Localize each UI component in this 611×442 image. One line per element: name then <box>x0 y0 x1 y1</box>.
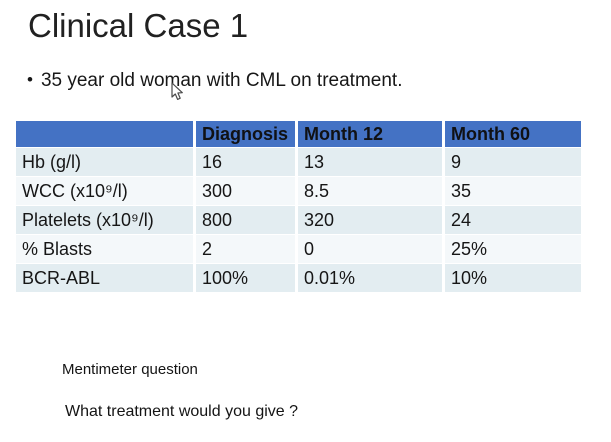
table-header: Month 12 <box>298 121 442 147</box>
clinical-values-table: Diagnosis Month 12 Month 60 Hb (g/l) 16 13 9 WC… <box>16 121 581 292</box>
bullet-marker: • <box>27 70 33 89</box>
table-row-label: Platelets (x10⁹/l) <box>16 206 193 234</box>
table-cell: 8.5 <box>298 177 442 205</box>
table-cell: 10% <box>445 264 581 292</box>
table-cell: 9 <box>445 148 581 176</box>
table-header-empty <box>16 121 193 147</box>
table-cell: 0.01% <box>298 264 442 292</box>
table-row-label: WCC (x10⁹/l) <box>16 177 193 205</box>
table-cell: 320 <box>298 206 442 234</box>
table-cell: 16 <box>196 148 295 176</box>
bullet-line: • 35 year old woman with CML on treatment… <box>27 68 402 93</box>
table-row-label: % Blasts <box>16 235 193 263</box>
table-header: Month 60 <box>445 121 581 147</box>
table-cell: 300 <box>196 177 295 205</box>
table-cell: 800 <box>196 206 295 234</box>
mentimeter-note: Mentimeter question <box>62 361 198 378</box>
table-header: Diagnosis <box>196 121 295 147</box>
table-cell: 13 <box>298 148 442 176</box>
table-cell: 35 <box>445 177 581 205</box>
table-cell: 100% <box>196 264 295 292</box>
treatment-question: What treatment would you give ? <box>65 403 299 420</box>
table-cell: 2 <box>196 235 295 263</box>
mouse-pointer-icon <box>171 82 183 100</box>
table-cell: 24 <box>445 206 581 234</box>
table-cell: 0 <box>298 235 442 263</box>
slide-title: Clinical Case 1 <box>28 7 249 44</box>
table-cell: 25% <box>445 235 581 263</box>
bullet-text: 35 year old woman with CML on treatment. <box>40 70 403 91</box>
table-row-label: BCR-ABL <box>16 264 193 292</box>
table-row-label: Hb (g/l) <box>16 148 193 176</box>
